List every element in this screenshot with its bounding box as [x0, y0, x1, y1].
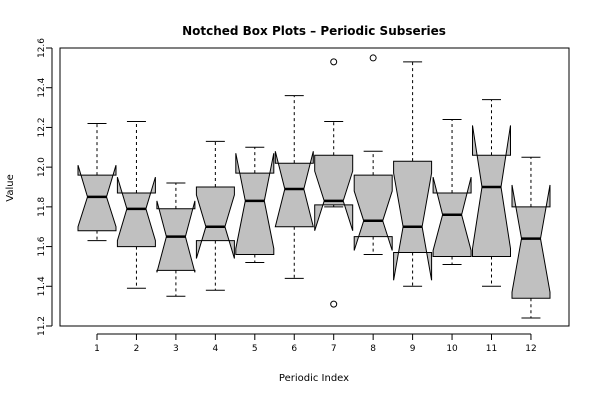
x-tick-label: 5 [252, 344, 258, 354]
box-body [195, 186, 235, 259]
box-body [393, 160, 433, 281]
box-body [511, 184, 551, 299]
box-12 [511, 156, 551, 319]
y-tick-label: 12.0 [37, 157, 47, 177]
x-tick-label: 9 [410, 344, 416, 354]
box-6 [274, 95, 314, 279]
x-tick-label: 12 [525, 344, 536, 354]
x-tick-label: 3 [173, 344, 179, 354]
x-tick-label: 2 [134, 344, 140, 354]
box-body [314, 154, 354, 231]
y-tick-label: 11.8 [37, 197, 47, 217]
y-tick-label: 11.2 [37, 316, 47, 336]
outlier-point [330, 58, 338, 66]
box-11 [472, 99, 511, 287]
box-body [432, 176, 472, 257]
y-axis: 11.2 11.4 11.6 11.8 12.0 12.2 12.4 12.6 [37, 38, 53, 336]
y-tick-label: 11.6 [37, 236, 47, 256]
y-tick-label: 12.4 [37, 77, 47, 97]
box-body [235, 153, 275, 255]
box-9 [393, 61, 433, 287]
y-axis-label: Value [5, 174, 16, 201]
x-tick-label: 4 [212, 344, 218, 354]
box-series [77, 54, 551, 319]
box-5 [235, 146, 275, 263]
box-2 [116, 120, 156, 289]
y-tick-label: 12.6 [37, 38, 47, 58]
box-body [472, 125, 511, 257]
box-8 [353, 54, 393, 256]
plot-frame [59, 47, 570, 327]
box-3 [156, 182, 196, 297]
outlier-point [330, 300, 338, 308]
x-tick-label: 1 [94, 344, 100, 354]
y-tick-label: 12.2 [37, 117, 47, 137]
chart-title: Notched Box Plots – Periodic Subseries [182, 24, 446, 38]
box-body [116, 176, 156, 248]
x-axis: 1 2 3 4 5 6 7 8 9 10 11 12 [94, 333, 537, 354]
x-axis-label: Periodic Index [279, 373, 349, 384]
x-tick-label: 10 [446, 344, 458, 354]
x-tick-label: 6 [291, 344, 297, 354]
box-7 [314, 58, 354, 308]
outlier-point [369, 54, 377, 62]
box-4 [195, 140, 235, 291]
x-tick-label: 11 [486, 344, 497, 354]
box-1 [77, 122, 117, 242]
x-tick-label: 8 [370, 344, 376, 354]
x-tick-label: 7 [331, 344, 337, 354]
box-10 [432, 118, 472, 265]
box-body [353, 174, 393, 251]
y-tick-label: 11.4 [37, 276, 47, 296]
